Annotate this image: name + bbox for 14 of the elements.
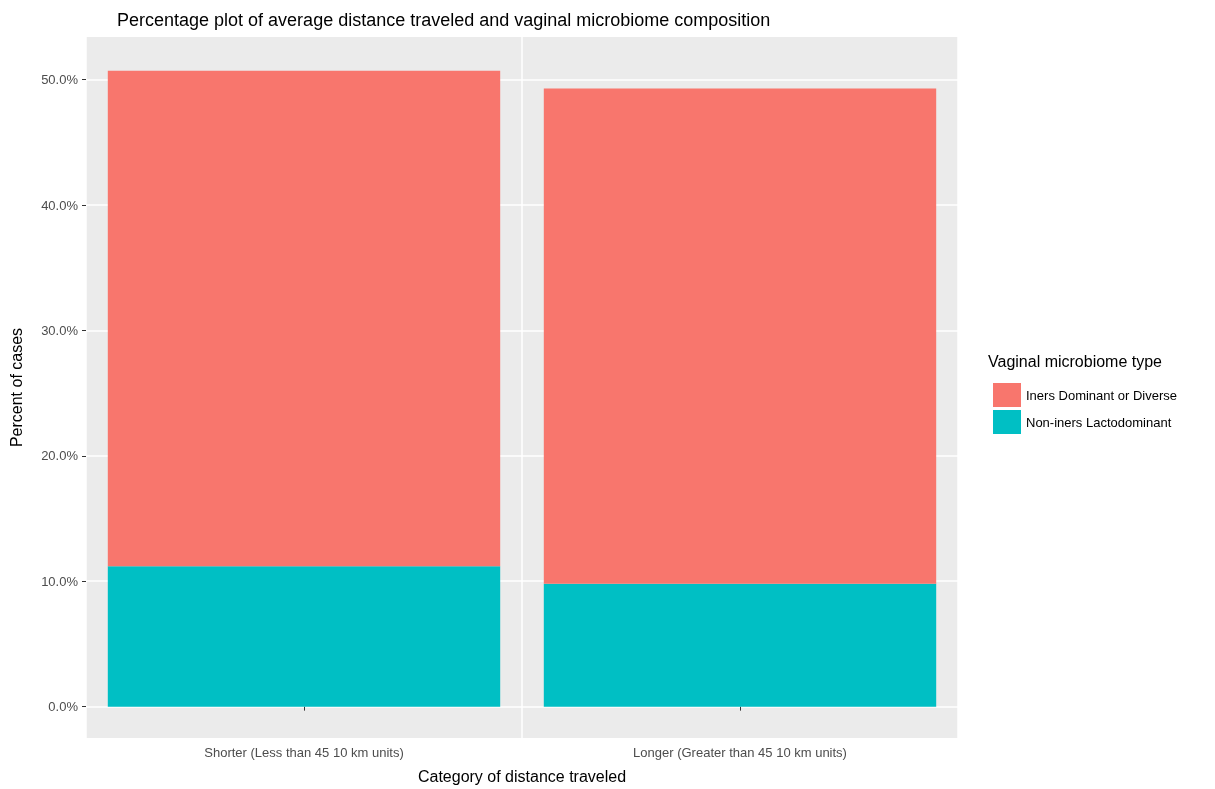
legend-label: Iners Dominant or Diverse xyxy=(1026,387,1177,403)
chart-title: Percentage plot of average distance traveled and vaginal microbiome composition xyxy=(117,10,771,30)
y-tick-label: 20.0% xyxy=(41,448,79,464)
y-tick-label: 10.0% xyxy=(41,573,79,589)
x-tick-label: Longer (Greater than 45 10 km units) xyxy=(633,745,847,760)
x-axis-title: Category of distance traveled xyxy=(417,767,627,785)
y-axis-title: Percent of cases xyxy=(7,327,25,448)
y-tick-label: 0.0% xyxy=(48,699,79,715)
y-tick-label: 40.0% xyxy=(41,197,79,213)
legend-label: Non-iners Lactodominant xyxy=(1026,414,1172,430)
y-tick-label: 30.0% xyxy=(41,322,79,338)
x-tick-label: Shorter (Less than 45 10 km units) xyxy=(204,745,404,760)
legend-title: Vaginal microbiome type xyxy=(988,352,1163,370)
y-tick-label: 50.0% xyxy=(41,72,79,88)
